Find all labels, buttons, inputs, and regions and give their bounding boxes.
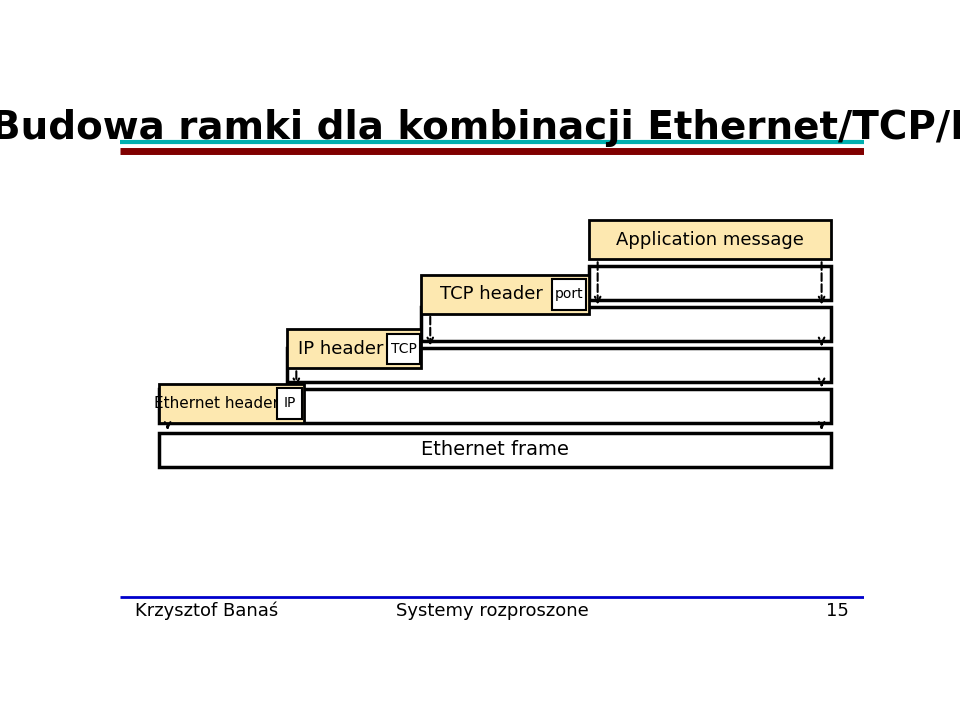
Bar (421, 307, 830, 341)
Bar (158, 433, 830, 467)
Text: Ethernet header: Ethernet header (155, 396, 279, 411)
Text: TCP header: TCP header (441, 285, 543, 303)
Bar (158, 384, 303, 423)
Bar (421, 275, 588, 314)
Bar (588, 220, 830, 259)
Bar (158, 389, 830, 423)
Text: Systemy rozproszone: Systemy rozproszone (396, 602, 588, 620)
Text: IP: IP (283, 396, 296, 411)
Text: Budowa ramki dla kombinacji Ethernet/TCP/IP: Budowa ramki dla kombinacji Ethernet/TCP… (0, 110, 960, 147)
Text: 15: 15 (827, 602, 849, 620)
Bar (588, 266, 830, 300)
Text: IP header: IP header (299, 340, 384, 358)
Bar (287, 348, 830, 382)
Text: Application message: Application message (615, 231, 804, 249)
Text: TCP: TCP (391, 342, 417, 356)
Bar (287, 329, 421, 368)
Text: Ethernet frame: Ethernet frame (420, 440, 568, 459)
Text: Krzysztof Banaś: Krzysztof Banaś (134, 602, 278, 620)
Bar (277, 388, 302, 418)
Bar (551, 279, 586, 309)
Bar (387, 333, 420, 364)
Text: port: port (554, 287, 583, 302)
